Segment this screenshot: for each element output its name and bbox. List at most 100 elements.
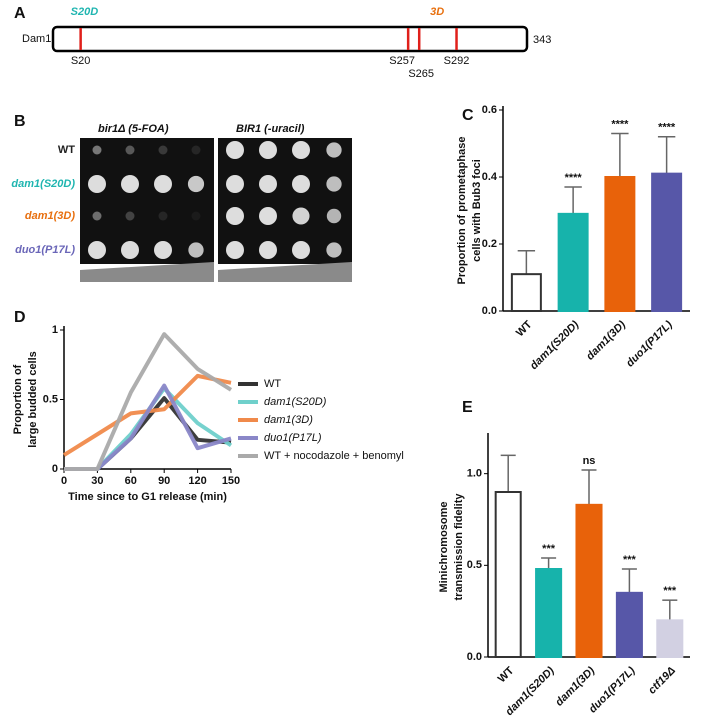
x-tick-label: 0 (61, 475, 67, 487)
x-tick-label: WT (514, 318, 535, 339)
protein-name: Dam1 (22, 33, 51, 45)
bar (575, 503, 603, 659)
bar (510, 273, 542, 312)
strain-label: dam1(3D) (25, 210, 75, 222)
significance: **** (611, 118, 629, 130)
legend-label: duo1(P17L) (264, 432, 322, 444)
significance: *** (542, 543, 556, 555)
spot (259, 141, 277, 159)
protein-length: 343 (533, 34, 551, 46)
spot (88, 241, 106, 259)
significance: ns (583, 455, 596, 467)
strain-label: dam1(S20D) (11, 178, 75, 190)
panel-label: C (462, 107, 474, 124)
y-tick-label: 0 (52, 463, 58, 475)
significance: *** (663, 585, 677, 597)
x-tick-label: dam1(3D) (584, 318, 628, 362)
spot (292, 175, 310, 193)
bar (651, 172, 683, 312)
spot (92, 145, 102, 155)
panel-label: E (462, 399, 473, 416)
y-tick-label: 0.0 (467, 651, 482, 663)
spot (292, 141, 310, 159)
panel-label: B (14, 113, 26, 130)
spot (326, 176, 342, 192)
dilution-triangle (80, 262, 214, 282)
y-tick-label: 0.0 (482, 305, 497, 317)
condition-title: BIR1 (-uracil) (236, 123, 305, 135)
y-axis-label: transmission fidelity (453, 493, 465, 601)
bar (615, 591, 643, 658)
spot (125, 211, 135, 221)
x-tick-label: WT (496, 664, 517, 685)
spot (226, 141, 244, 159)
panel-label: D (14, 309, 26, 326)
condition-title: bir1Δ (5-FOA) (98, 123, 169, 135)
legend-label: WT (264, 378, 281, 390)
significance: **** (565, 172, 583, 184)
site-label: S292 (444, 55, 470, 67)
spot (259, 241, 277, 259)
series-line (64, 332, 233, 471)
significance: *** (623, 554, 637, 566)
x-tick-label: dam1(S20D) (528, 318, 582, 372)
spot (259, 175, 277, 193)
y-tick-label: 0.5 (467, 559, 482, 571)
y-tick-label: 0.2 (482, 238, 497, 250)
spot (158, 211, 168, 221)
strain-label: duo1(P17L) (15, 244, 75, 256)
spot (154, 241, 172, 259)
spot (191, 211, 201, 221)
x-tick-label: 150 (222, 475, 240, 487)
spot (292, 207, 310, 225)
legend-label: dam1(S20D) (264, 396, 327, 408)
dilution-triangle (218, 262, 352, 282)
panel-label: A (14, 5, 26, 22)
legend-label: WT + nocodazole + benomyl (264, 450, 404, 462)
y-tick-label: 0.6 (482, 104, 497, 116)
mutation-label: S20D (71, 6, 99, 18)
spot (226, 175, 244, 193)
x-tick-label: 30 (91, 475, 103, 487)
y-tick-label: 1.0 (467, 468, 482, 480)
site-label: S20 (71, 55, 91, 67)
y-axis-label: large budded cells (27, 351, 39, 448)
x-tick-label: duo1(P17L) (624, 318, 675, 369)
spot (326, 208, 342, 224)
legend-label: dam1(3D) (264, 414, 313, 426)
y-axis-label: cells with Bub3 foci (471, 159, 483, 262)
x-tick-label: ctf19Δ (646, 665, 678, 697)
x-axis-label: Time since to G1 release (min) (68, 491, 227, 503)
x-tick-label: 120 (188, 475, 206, 487)
spot (158, 145, 168, 155)
spot (259, 207, 277, 225)
bar (604, 176, 636, 312)
mutation-label: 3D (430, 6, 444, 18)
y-axis-label: Proportion of (12, 364, 24, 434)
bar (535, 568, 563, 658)
spot (125, 145, 135, 155)
spot (154, 175, 172, 193)
spot (92, 211, 102, 221)
bar (656, 619, 684, 658)
y-axis-label: Proportion of prometaphase (456, 137, 468, 285)
spot (121, 241, 139, 259)
spot (226, 207, 244, 225)
significance: **** (658, 122, 676, 134)
series-line (64, 386, 233, 471)
strain-label: WT (58, 144, 75, 156)
y-axis-label: Minichromosome (438, 501, 450, 592)
x-tick-label: 90 (158, 475, 170, 487)
spot (226, 241, 244, 259)
spot (88, 175, 106, 193)
spot (326, 242, 342, 258)
spot (191, 145, 201, 155)
bar (494, 491, 522, 658)
y-tick-label: 0.5 (43, 393, 58, 405)
x-tick-label: 60 (125, 475, 137, 487)
spot (292, 241, 310, 259)
spot (326, 142, 342, 158)
y-tick-label: 1 (52, 324, 58, 336)
spot (187, 175, 205, 193)
